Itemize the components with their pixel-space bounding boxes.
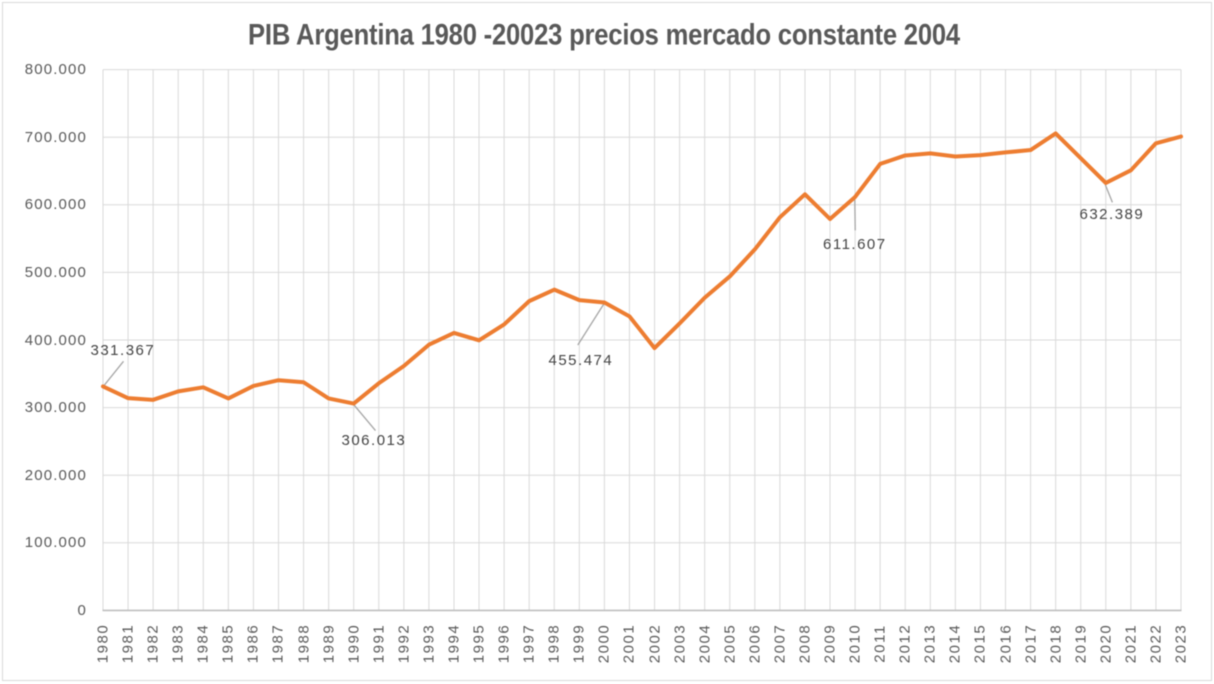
- x-tick-label: 1995: [470, 623, 488, 664]
- x-tick-label: 1996: [495, 623, 513, 664]
- x-tick-label: 2008: [796, 623, 814, 664]
- data-label-leader-line: [353, 404, 376, 432]
- x-tick-label: 1982: [144, 623, 162, 664]
- y-tick-label: 200.000: [24, 466, 87, 484]
- x-tick-label: 2007: [771, 623, 789, 664]
- x-tick-label: 1983: [169, 623, 187, 664]
- x-tick-label: 2016: [997, 623, 1014, 664]
- x-tick-label: 2004: [696, 623, 714, 664]
- x-tick-label: 2023: [1172, 623, 1190, 664]
- x-tick-label: 2011: [871, 624, 889, 663]
- data-label: 331.367: [90, 341, 156, 359]
- x-tick-label: 2019: [1072, 623, 1090, 664]
- x-tick-label: 2013: [921, 623, 939, 664]
- y-tick-label: 800.000: [24, 61, 87, 79]
- x-tick-label: 2021: [1122, 623, 1140, 664]
- x-tick-label: 1984: [194, 623, 212, 664]
- x-tick-label: 2014: [946, 623, 964, 664]
- x-tick-label: 2020: [1097, 623, 1115, 664]
- x-tick-label: 1998: [545, 623, 563, 664]
- x-tick-label: 2009: [821, 623, 839, 664]
- x-tick-label: 2002: [646, 623, 664, 664]
- x-tick-label: 1994: [445, 623, 463, 664]
- data-label: 611.607: [823, 236, 887, 253]
- x-tick-label: 1981: [119, 623, 137, 664]
- x-tick-label: 2022: [1147, 623, 1165, 664]
- x-tick-label: 2010: [846, 623, 864, 664]
- x-tick-label: 2012: [896, 623, 914, 664]
- x-tick-label: 2005: [721, 623, 739, 664]
- x-tick-label: 1987: [269, 623, 287, 664]
- x-tick-label: 1986: [244, 623, 262, 664]
- x-tick-label: 1989: [320, 623, 338, 664]
- y-tick-label: 600.000: [24, 196, 87, 214]
- data-label-leader-line: [103, 360, 125, 387]
- x-tick-label: 2000: [595, 623, 613, 664]
- y-tick-label: 500.000: [24, 263, 87, 281]
- x-tick-label: 1990: [345, 623, 363, 664]
- x-tick-label: 1991: [370, 623, 388, 664]
- data-label: 632.389: [1079, 205, 1145, 223]
- y-tick-label: 400.000: [24, 331, 87, 349]
- data-label: 455.474: [548, 352, 614, 369]
- x-tick-label: 1992: [395, 623, 413, 664]
- x-tick-label: 2017: [1022, 623, 1040, 664]
- y-tick-label: 700.000: [24, 128, 87, 146]
- x-tick-label: 2001: [620, 623, 638, 664]
- x-tick-label: 1980: [94, 623, 112, 664]
- y-tick-label: 0: [77, 601, 87, 619]
- series-line-pib: [101, 131, 1183, 406]
- chart-title: PIB Argentina 1980 -20023 precios mercad…: [248, 19, 960, 52]
- x-tick-label: 2018: [1047, 623, 1065, 664]
- y-tick-label: 100.000: [24, 534, 87, 552]
- data-label-leader-line: [577, 303, 605, 346]
- data-label-leader-line: [1104, 184, 1114, 203]
- x-tick-label: 2006: [746, 623, 764, 664]
- x-tick-label: 2003: [671, 623, 689, 664]
- data-label: 306.013: [341, 432, 407, 449]
- x-tick-label: 2015: [971, 623, 989, 664]
- x-tick-label: 1999: [570, 623, 588, 664]
- x-tick-label: 1997: [520, 623, 538, 664]
- y-tick-label: 300.000: [24, 399, 87, 417]
- x-tick-label: 1985: [219, 623, 237, 664]
- x-tick-label: 1988: [295, 623, 313, 664]
- x-tick-label: 1993: [420, 623, 438, 664]
